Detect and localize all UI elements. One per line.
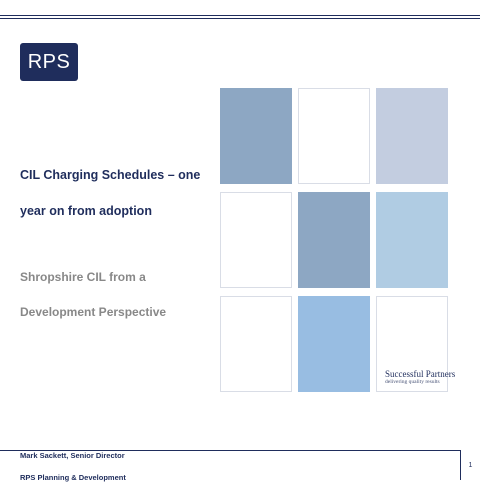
tile-white — [298, 88, 370, 184]
tile-white — [220, 192, 292, 288]
header-rule-top — [0, 15, 480, 16]
page-number: 1 — [460, 450, 480, 480]
header-rule-bottom — [0, 18, 480, 19]
presenter-organisation: RPS Planning & Development — [20, 473, 126, 482]
rps-logo: RPS — [20, 43, 78, 81]
tile-steel-blue — [298, 192, 370, 288]
slide-title-line-2: year on from adoption — [20, 204, 152, 218]
partner-logo: Successful Partners delivering quality r… — [385, 369, 455, 386]
logo-text: RPS — [27, 50, 71, 73]
presenter-name: Mark Sackett, Senior Director — [20, 451, 125, 460]
page-number-text: 1 — [468, 462, 473, 469]
tile-white — [220, 296, 292, 392]
slide-subtitle-line-1: Shropshire CIL from a — [20, 270, 146, 284]
tile-light-sky — [376, 192, 448, 288]
tile-white-partner — [376, 296, 448, 392]
slide-title-line-1: CIL Charging Schedules – one — [20, 168, 201, 182]
partner-tagline: delivering quality results — [385, 379, 440, 385]
slide-subtitle-line-2: Development Perspective — [20, 305, 167, 319]
tile-pale-lavender — [376, 88, 448, 184]
tile-sky-blue — [298, 296, 370, 392]
partner-name: Successful Partners — [385, 369, 456, 379]
footer-rule — [0, 450, 460, 451]
tile-steel-blue — [220, 88, 292, 184]
